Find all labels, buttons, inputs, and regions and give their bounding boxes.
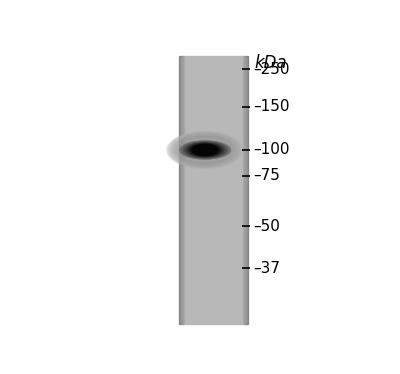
Ellipse shape (192, 145, 218, 155)
Ellipse shape (189, 144, 221, 156)
Bar (243, 56, 248, 324)
Bar (246, 56, 248, 324)
Bar (179, 56, 182, 324)
Bar (179, 56, 180, 324)
Ellipse shape (182, 142, 228, 158)
Ellipse shape (189, 144, 221, 156)
Text: –75: –75 (253, 168, 280, 183)
Ellipse shape (182, 142, 228, 158)
Bar (247, 56, 248, 324)
Ellipse shape (186, 143, 224, 157)
Ellipse shape (170, 133, 240, 167)
Ellipse shape (181, 141, 229, 159)
Ellipse shape (180, 141, 230, 159)
Bar (179, 56, 180, 324)
Bar (179, 56, 184, 324)
Ellipse shape (188, 143, 222, 157)
Bar (179, 56, 248, 324)
Ellipse shape (172, 134, 238, 166)
Ellipse shape (192, 145, 218, 155)
Ellipse shape (171, 133, 239, 167)
Ellipse shape (184, 142, 226, 158)
Bar (244, 56, 248, 324)
Bar (246, 56, 248, 324)
Ellipse shape (193, 145, 217, 155)
Text: –150: –150 (253, 99, 290, 114)
Bar (179, 56, 182, 324)
Ellipse shape (180, 141, 230, 159)
Ellipse shape (191, 144, 219, 156)
Bar (179, 56, 184, 324)
Ellipse shape (168, 132, 242, 168)
Ellipse shape (192, 144, 218, 156)
Ellipse shape (186, 143, 224, 157)
Bar (179, 56, 183, 324)
Ellipse shape (190, 144, 220, 156)
Ellipse shape (183, 142, 227, 158)
Bar (245, 56, 248, 324)
Bar (179, 56, 182, 324)
Bar (244, 56, 248, 324)
Bar (245, 56, 248, 324)
Ellipse shape (191, 144, 219, 156)
Bar (247, 56, 248, 324)
Ellipse shape (174, 135, 236, 165)
Text: kDa: kDa (255, 53, 287, 71)
Ellipse shape (180, 141, 230, 159)
Bar (179, 56, 180, 324)
Bar (245, 56, 248, 324)
Ellipse shape (188, 144, 222, 156)
Bar (246, 56, 248, 324)
Bar (243, 56, 248, 324)
Bar (179, 56, 180, 324)
Text: –37: –37 (253, 261, 280, 276)
Bar (179, 56, 181, 324)
Text: –250: –250 (253, 62, 290, 77)
Ellipse shape (169, 132, 241, 168)
Ellipse shape (172, 134, 238, 166)
Bar (244, 56, 248, 324)
Ellipse shape (185, 142, 225, 157)
Ellipse shape (187, 143, 223, 157)
Ellipse shape (184, 142, 226, 157)
Bar (179, 56, 182, 324)
Ellipse shape (181, 141, 229, 159)
Ellipse shape (183, 142, 227, 158)
Ellipse shape (193, 145, 217, 155)
Ellipse shape (182, 142, 228, 158)
Bar (243, 56, 248, 324)
Bar (247, 56, 248, 324)
Ellipse shape (169, 132, 241, 168)
Bar (179, 56, 183, 324)
Ellipse shape (185, 142, 225, 157)
Ellipse shape (173, 134, 237, 166)
Ellipse shape (190, 144, 220, 156)
Text: –50: –50 (253, 219, 280, 234)
Ellipse shape (168, 132, 242, 168)
Ellipse shape (186, 143, 224, 157)
Ellipse shape (188, 144, 222, 156)
Bar (179, 56, 181, 324)
Ellipse shape (190, 144, 220, 156)
Ellipse shape (184, 142, 226, 158)
Ellipse shape (167, 132, 243, 169)
Bar (179, 56, 183, 324)
Bar (179, 56, 184, 324)
Bar (246, 56, 248, 324)
Ellipse shape (173, 135, 237, 165)
Ellipse shape (170, 133, 240, 167)
Ellipse shape (171, 134, 239, 166)
Ellipse shape (187, 143, 223, 157)
Ellipse shape (167, 131, 243, 169)
Bar (179, 56, 182, 324)
Bar (244, 56, 248, 324)
Text: –100: –100 (253, 142, 290, 157)
Bar (179, 56, 181, 324)
